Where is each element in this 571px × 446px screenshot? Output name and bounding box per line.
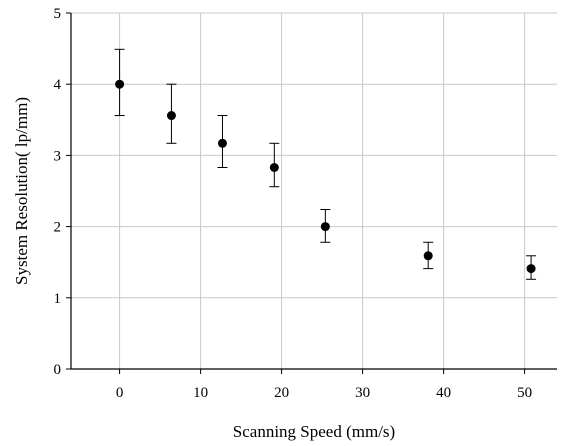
data-point	[320, 222, 330, 232]
data-point	[115, 79, 125, 89]
data-points	[114, 48, 537, 280]
x-tick-label: 10	[193, 385, 208, 401]
data-point	[526, 264, 536, 274]
axes	[66, 12, 557, 374]
grid	[71, 12, 557, 370]
x-tick-label: 40	[436, 385, 451, 401]
x-tick-label: 0	[116, 385, 124, 401]
x-tick-label: 50	[517, 385, 532, 401]
data-point	[217, 138, 227, 148]
y-tick-label: 0	[54, 362, 62, 378]
y-tick-label: 4	[54, 77, 62, 93]
y-tick-label: 5	[54, 6, 62, 22]
data-point	[166, 111, 176, 121]
y-axis-label: System Resolution( lp/mm)	[12, 97, 31, 285]
x-tick-label: 30	[355, 385, 370, 401]
x-axis-label: Scanning Speed (mm/s)	[233, 422, 395, 441]
y-tick-label: 3	[54, 148, 62, 164]
x-tick-label: 20	[274, 385, 289, 401]
y-tick-label: 2	[54, 220, 62, 236]
y-tick-label: 1	[54, 291, 62, 307]
data-point	[423, 251, 433, 261]
data-point	[269, 163, 279, 173]
labels: Scanning Speed (mm/s) System Resolution(…	[12, 6, 532, 441]
